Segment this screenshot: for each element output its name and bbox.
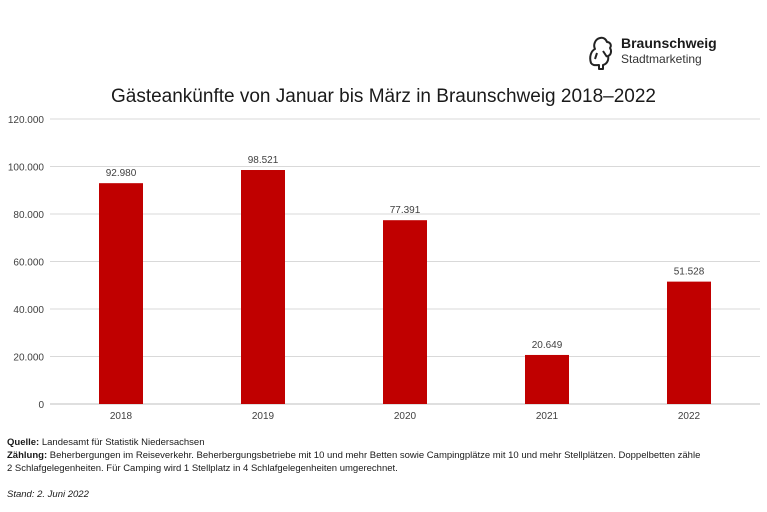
source-label: Quelle: <box>7 437 40 448</box>
bar <box>383 220 427 404</box>
y-tick-label: 20.000 <box>13 353 44 364</box>
footer-source: Quelle: Landesamt für Statistik Niedersa… <box>7 437 204 448</box>
x-tick-label: 2018 <box>110 411 133 422</box>
stand-date: Stand: 2. Juni 2022 <box>7 489 89 500</box>
lion-crest-icon <box>589 36 613 70</box>
data-label: 20.649 <box>532 340 563 351</box>
bar <box>241 170 285 404</box>
x-tick-label: 2019 <box>252 411 275 422</box>
count-label: Zählung: <box>7 450 48 461</box>
footer-count: Zählung: Beherbergungen im Reiseverkehr.… <box>7 450 700 461</box>
y-tick-label: 120.000 <box>8 115 45 126</box>
data-label: 98.521 <box>248 155 279 166</box>
bar <box>667 281 711 404</box>
chart-title: Gästeankünfte von Januar bis März in Bra… <box>110 86 656 107</box>
brand-subtitle: Stadtmarketing <box>621 52 702 66</box>
count-text-1: Beherbergungen im Reiseverkehr. Beherber… <box>47 450 701 461</box>
bar <box>99 183 143 404</box>
y-tick-label: 60.000 <box>13 258 44 269</box>
data-label: 92.980 <box>106 168 137 179</box>
y-tick-label: 80.000 <box>13 210 44 221</box>
y-tick-label: 100.000 <box>8 163 45 174</box>
y-tick-label: 0 <box>38 400 44 411</box>
brand-name: Braunschweig <box>621 35 717 51</box>
x-tick-label: 2020 <box>394 411 417 422</box>
y-tick-label: 40.000 <box>13 305 44 316</box>
footer-count-continued: 2 Schlafgelegenheiten. Für Camping wird … <box>7 463 398 474</box>
bar <box>525 354 569 404</box>
data-label: 51.528 <box>674 267 705 278</box>
x-tick-label: 2022 <box>678 411 701 422</box>
source-text: Landesamt für Statistik Niedersachsen <box>39 437 205 448</box>
data-label: 77.391 <box>390 205 421 216</box>
x-tick-label: 2021 <box>536 411 559 422</box>
